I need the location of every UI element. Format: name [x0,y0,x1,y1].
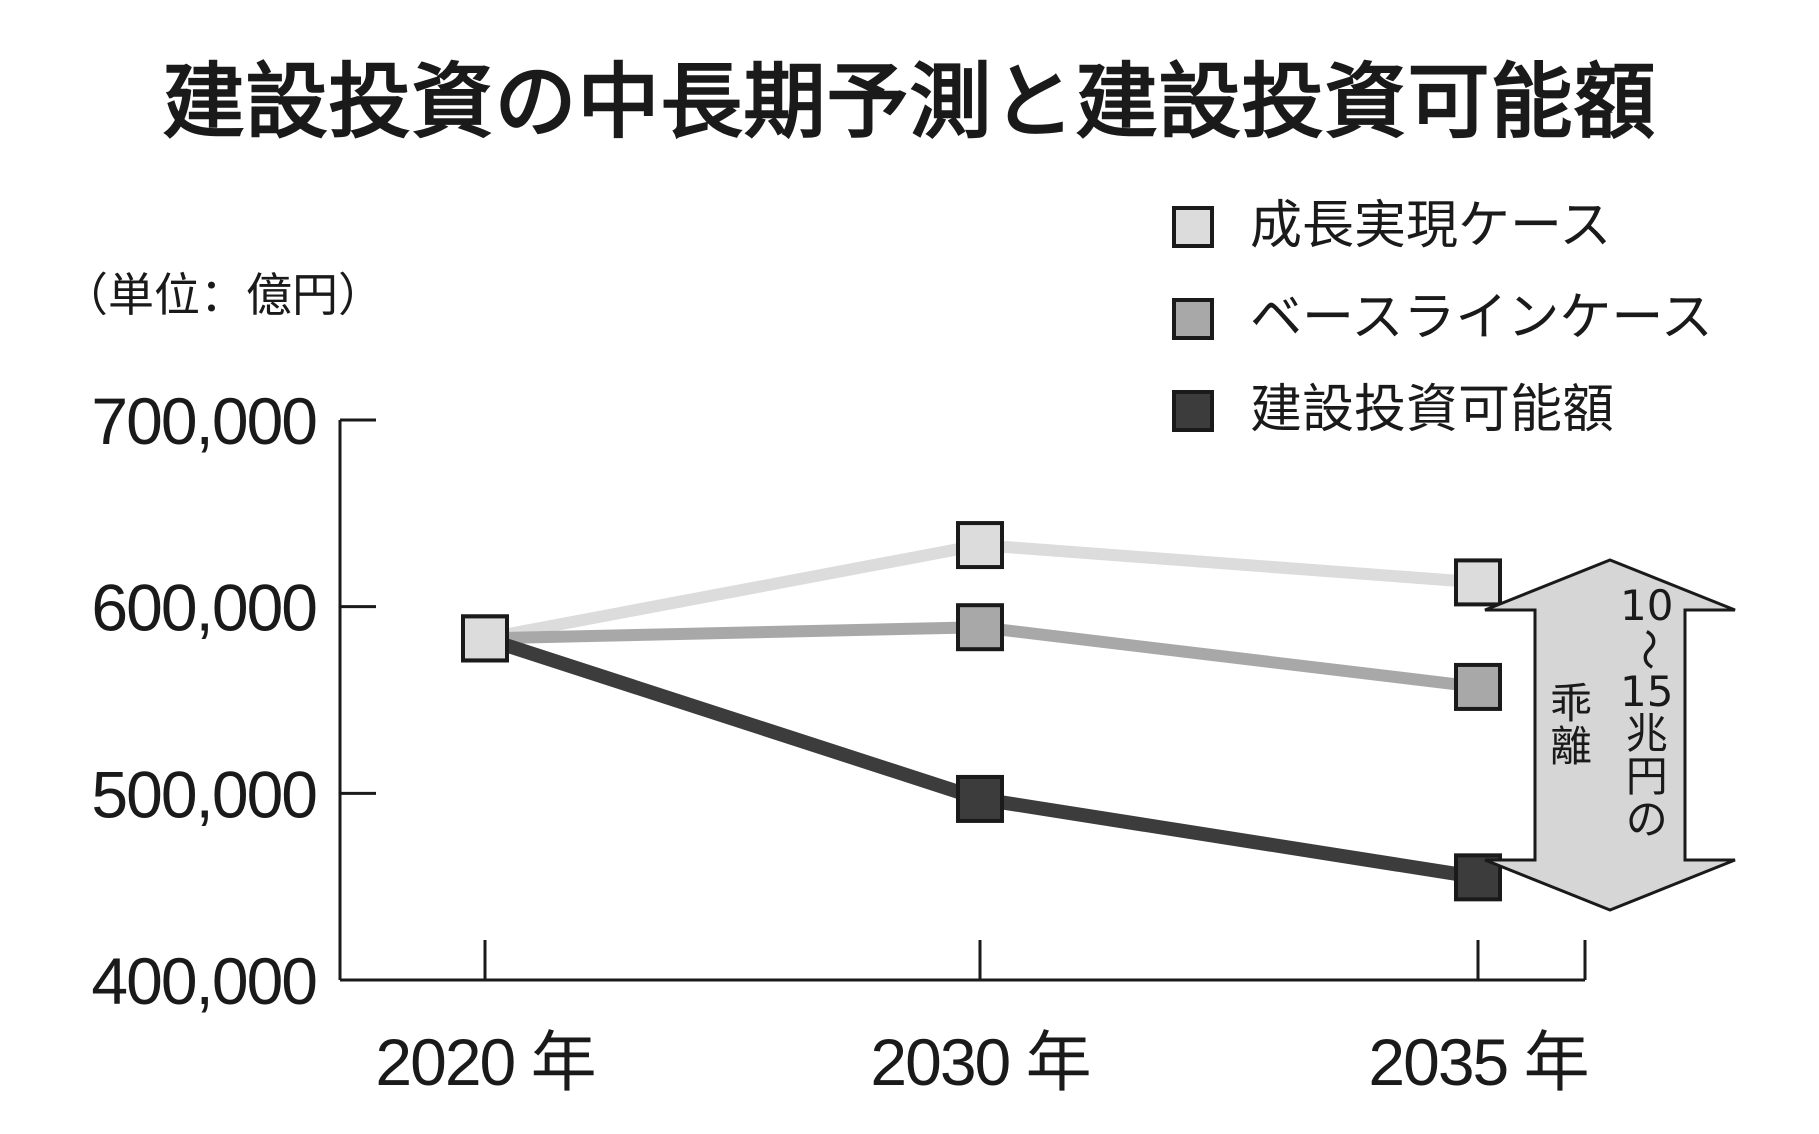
gap-annotation-char: 離 [1550,721,1593,771]
gap-annotation-char: 10 [1620,581,1674,630]
gap-annotation-line-2: 乖離 [1550,679,1593,771]
unit-label: （単位：億円） [62,268,384,322]
legend-label-baseline: ベースラインケース [1250,288,1713,348]
legend-label-capacity: 建設投資可能額 [1250,380,1615,440]
x-tick-label: 2035 年 [1368,1025,1587,1099]
gap-annotation-char: 15 [1620,666,1674,716]
data-point-growth [956,521,1004,570]
data-point-capacity [956,774,1004,823]
legend-swatch-baseline [1172,298,1214,340]
y-tick-label: 700,000 [91,384,316,458]
gap-annotation-char: の [1625,795,1668,845]
data-point-growth [1454,558,1502,607]
x-tick-label: 2030 年 [870,1025,1089,1099]
series-markers [461,521,1502,902]
y-tick-label: 500,000 [91,757,316,831]
data-point-growth [461,614,509,663]
data-point-baseline [1454,662,1502,711]
x-tick-label: 2020 年 [375,1025,594,1099]
gap-annotation-char: 兆 [1625,709,1668,759]
gap-arrow [1484,558,1736,912]
gap-annotation-char: 〜 [1623,628,1673,671]
y-tick-label: 400,000 [91,944,316,1018]
legend-swatch-capacity [1172,390,1214,432]
gap-annotation-line-1: 10 〜 15 兆円の [1620,581,1674,845]
data-point-baseline [956,603,1004,652]
gap-annotation-char: 乖 [1550,679,1593,728]
series-lines [482,539,1480,885]
gap-annotation: 10 〜 15 兆円の 乖離 [1525,581,1695,905]
chart-axes: 400,000 500,000 600,000 700,000 2020 年 2030 年… [91,384,1589,1099]
chart-title: 建設投資の中長期予測と建設投資可能額 [162,55,1657,150]
gap-annotation-char: 円 [1625,752,1668,802]
gap-arrow-shape [1484,558,1736,912]
legend-swatch-growth [1172,206,1214,248]
legend-label-growth: 成長実現ケース [1250,196,1612,256]
y-tick-label: 600,000 [91,571,316,645]
